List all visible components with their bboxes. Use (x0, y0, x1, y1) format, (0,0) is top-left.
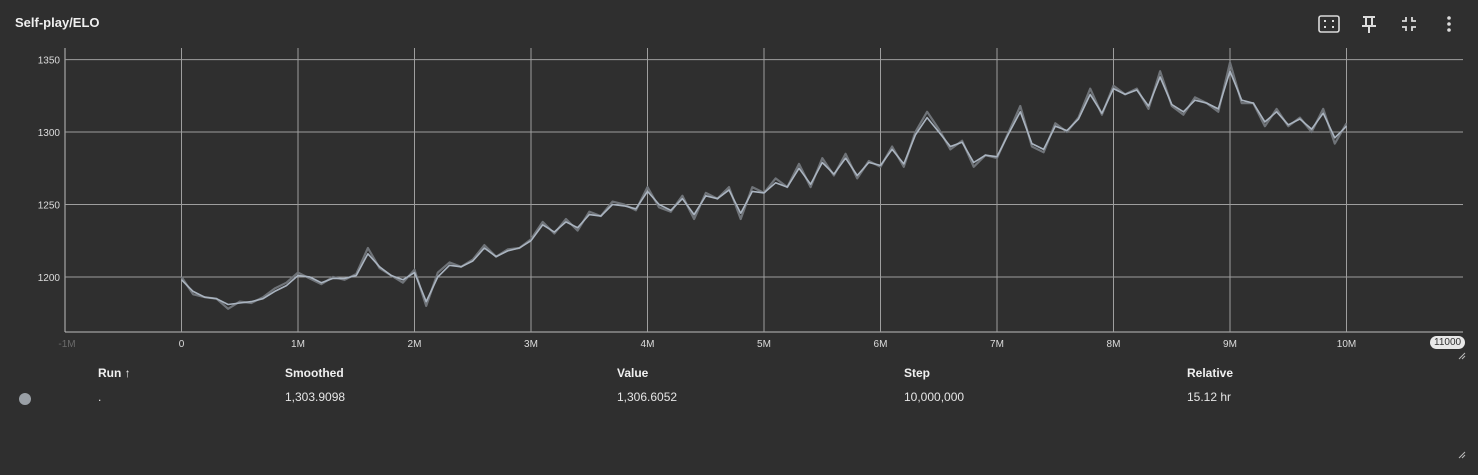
run-color-dot (19, 393, 31, 405)
more-vert-icon (1447, 16, 1451, 32)
y-tick-label: 1300 (38, 128, 61, 139)
cell-run: . (98, 390, 102, 404)
collapse-icon (1402, 17, 1416, 31)
chart-resize-handle-icon[interactable] (1458, 352, 1466, 360)
x-tick-label: 7M (990, 339, 1004, 350)
pin-icon (1362, 16, 1376, 33)
y-tick-label: 1250 (38, 200, 61, 211)
line-chart[interactable]: 1200 1250 1300 1350 0 1M 2M 3M 4M 5M 6M 7M 8M 9M 10M -1… (0, 0, 1478, 360)
fit-domain-icon (1318, 15, 1340, 33)
more-button[interactable] (1432, 10, 1466, 38)
x-tick-label: 9M (1223, 339, 1237, 350)
x-edge-badge: 11000 (1430, 336, 1466, 349)
x-tick-label: 1M (291, 339, 305, 350)
col-header-relative: Relative (1187, 366, 1234, 380)
card-toolbar (1312, 10, 1466, 38)
x-tick-label: 3M (524, 339, 538, 350)
x-tick-label: 2M (408, 339, 422, 350)
col-header-smoothed: Smoothed (285, 366, 344, 380)
cell-relative: 15.12 hr (1187, 390, 1232, 404)
x-tick-label: 4M (641, 339, 655, 350)
col-header-value: Value (617, 366, 649, 380)
y-tick-label: 1350 (38, 56, 61, 67)
cell-step: 10,000,000 (904, 390, 965, 404)
collapse-button[interactable] (1392, 10, 1426, 38)
x-edge-label-left: -1M (58, 339, 75, 350)
cell-smoothed: 1,303.9098 (285, 390, 346, 404)
cell-value: 1,306.6052 (617, 390, 678, 404)
col-header-step: Step (904, 366, 931, 380)
x-tick-label: 10M (1337, 339, 1356, 350)
col-header-run[interactable]: Run ↑ (98, 366, 131, 380)
x-tick-label: 5M (757, 339, 771, 350)
smoothed-series-line (180, 70, 1348, 306)
card-title: Self-play/ELO (15, 15, 100, 30)
y-tick-label: 1200 (38, 273, 61, 284)
x-tick-label: 6M (874, 339, 888, 350)
card-resize-handle-icon[interactable] (1458, 451, 1466, 459)
x-tick-label: 0 (179, 339, 185, 350)
fit-domain-button[interactable] (1312, 10, 1346, 38)
x-tick-label: 8M (1107, 339, 1121, 350)
pin-button[interactable] (1352, 10, 1386, 38)
